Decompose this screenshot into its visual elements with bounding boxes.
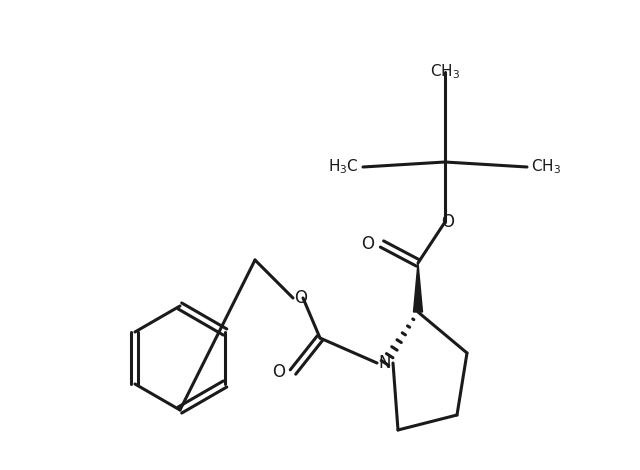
Text: O: O	[273, 363, 285, 381]
Polygon shape	[413, 263, 422, 312]
Text: CH$_3$: CH$_3$	[430, 63, 460, 81]
Text: O: O	[294, 289, 307, 307]
Text: H$_3$C: H$_3$C	[328, 157, 359, 176]
Text: O: O	[442, 213, 454, 231]
Text: CH$_3$: CH$_3$	[531, 157, 561, 176]
Text: O: O	[362, 235, 374, 253]
Text: N: N	[379, 354, 391, 372]
